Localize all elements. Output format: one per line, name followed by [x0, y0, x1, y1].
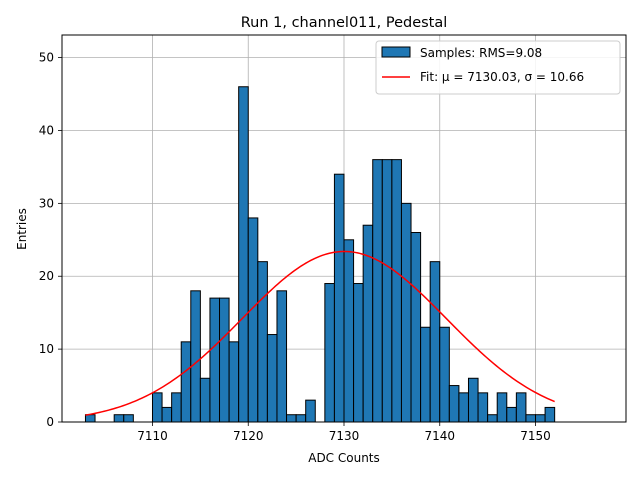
chart-title: Run 1, channel011, Pedestal [241, 15, 448, 31]
x-tick-label: 7110 [137, 429, 168, 443]
histogram-bar [228, 341, 240, 423]
y-tick-label: 40 [39, 123, 54, 137]
y-tick-label: 50 [39, 51, 54, 65]
histogram-bar [333, 173, 345, 423]
y-tick-label: 10 [39, 342, 54, 356]
histogram-bar [515, 392, 527, 423]
legend-label-fit: Fit: μ = 7130.03, σ = 10.66 [420, 70, 584, 84]
y-axis-label: Entries [15, 208, 29, 250]
x-tick-label: 7130 [329, 429, 360, 443]
histogram-bar [295, 414, 307, 423]
legend-swatch-histogram [381, 46, 411, 58]
y-tick-label: 20 [39, 269, 54, 283]
histogram-bar [458, 392, 469, 423]
x-axis-label: ADC Counts [308, 451, 380, 465]
histogram-bar [113, 414, 125, 423]
histogram-bar [286, 414, 297, 423]
histogram-bar [209, 297, 221, 423]
histogram-bar [420, 326, 431, 423]
histogram-bar [439, 326, 450, 423]
histogram-bar [199, 377, 211, 423]
histogram-bar [429, 261, 441, 423]
histogram-bar [487, 414, 498, 423]
x-tick-label: 7120 [233, 429, 264, 443]
histogram-bar [123, 414, 134, 423]
histogram-bar [219, 297, 230, 423]
histogram-bar [238, 86, 249, 423]
histogram-bar [525, 414, 537, 423]
y-tick-label: 0 [46, 415, 54, 429]
histogram-bar [372, 159, 383, 423]
fit-curve [85, 250, 555, 416]
histogram-bar [353, 283, 364, 423]
legend-box [375, 40, 621, 95]
histogram-bar [381, 159, 393, 423]
histogram-bar [151, 392, 163, 423]
histogram-bar [305, 399, 316, 423]
histogram-bar [171, 392, 182, 423]
histogram-bar [535, 414, 546, 423]
y-tick-label: 30 [39, 196, 54, 210]
histogram-bar [247, 217, 259, 423]
histogram-bar [496, 392, 508, 423]
histogram-bar [324, 283, 335, 423]
histogram-bar [266, 334, 278, 423]
histogram-bar [276, 290, 288, 423]
histogram-bar [180, 341, 192, 423]
histogram-bar [467, 377, 479, 423]
histogram-bar [506, 406, 517, 423]
histogram-bar [84, 414, 96, 423]
legend-label-histogram: Samples: RMS=9.08 [420, 46, 542, 60]
axis-ticks: 7110 7120 7130 7140 7150 0 10 20 30 40 50 [39, 51, 551, 443]
histogram-bar [343, 239, 355, 423]
histogram-bar [400, 202, 412, 423]
fit-curve-layer [85, 250, 555, 416]
histogram-bar [448, 385, 460, 423]
histogram-bar [410, 232, 422, 423]
x-tick-label: 7140 [424, 429, 455, 443]
x-tick-label: 7150 [520, 429, 551, 443]
histogram-bar [161, 406, 173, 423]
histogram-bar [190, 290, 201, 423]
legend: Samples: RMS=9.08 Fit: μ = 7130.03, σ = … [375, 40, 621, 95]
histogram-bar [477, 392, 489, 423]
histogram-bar [544, 406, 556, 423]
histogram-bar [257, 261, 268, 423]
histogram-bar [391, 159, 402, 423]
